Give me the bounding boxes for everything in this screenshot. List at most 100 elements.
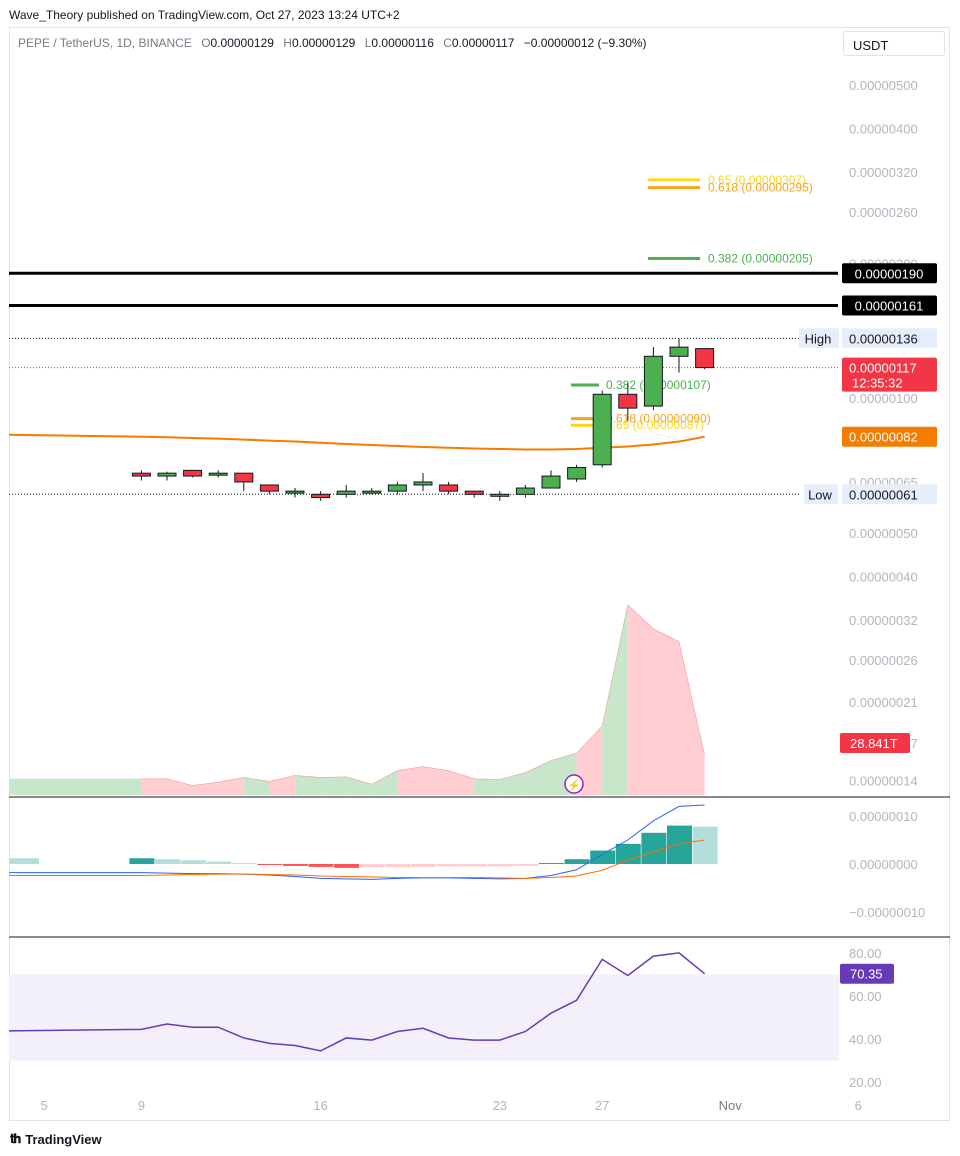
macd-histogram-bar [667,825,692,864]
volume-segment [602,605,628,795]
candle-up [669,346,689,357]
volume-value: 28.841T [850,736,898,751]
price-axis-tick: 0.00000100 [849,391,918,406]
candle-up [490,493,510,497]
candle-down [618,393,638,409]
fib-level-label: 0.65 (0.00000307) [708,173,806,187]
resistance-label: 0.00000161 [855,298,924,313]
volume-segment [9,778,142,795]
rsi-band [9,974,839,1061]
symbol-name[interactable]: PEPE / TetherUS, 1D, BINANCE [18,36,192,50]
candle-down [234,472,254,483]
rsi-axis-tick: 40.00 [849,1032,882,1047]
volume-segment [243,777,270,795]
candle-down [695,348,715,369]
macd-axis-tick: 0.00000010 [849,809,918,824]
rsi-axis-tick: 20.00 [849,1075,882,1090]
candle-down [259,484,279,492]
time-axis-tick: 16 [313,1098,327,1113]
tradingview-logo[interactable]: 𝐭𝐡 TradingView [10,1131,102,1147]
lightning-glyph: ⚡ [567,779,581,792]
ema-value: 0.00000082 [849,430,918,445]
volume-outline [141,604,705,786]
price-axis-tick: 0.00000032 [849,613,918,628]
price-axis-tick: 0.00000040 [849,569,918,584]
price-axis-tick: 0.00000050 [849,526,918,541]
price-axis-tick: 0.00000320 [849,165,918,180]
close-value: 0.00000117 [451,36,515,50]
bar-countdown: 12:35:32 [852,376,903,391]
high-label: High [805,331,832,346]
volume-segment [679,641,705,795]
tradingview-logo-icon: 𝐭𝐡 [10,1131,21,1146]
candle-up [285,490,305,494]
time-axis-tick: Nov [719,1098,743,1113]
candle-up [387,484,407,492]
candle-down [464,490,484,495]
rsi-axis-tick: 80.00 [849,946,882,961]
macd-histogram-bar [283,864,308,866]
candle-up [567,467,587,480]
time-axis-tick: 6 [855,1098,862,1113]
macd-histogram-bar [257,864,283,865]
candle-down [311,493,331,499]
ema-value-tag [842,426,937,447]
macd-histogram-bar [180,860,206,864]
volume-segment [653,628,679,795]
macd-axis-tick: 0.00000000 [849,857,918,872]
price-axis-tick: 0.00000026 [849,653,918,668]
macd-histogram-bar [513,864,539,866]
macd-histogram-bar [231,863,257,865]
resistance-tag [842,263,937,284]
time-axis-tick: 9 [138,1098,145,1113]
candle-up [515,487,535,495]
macd-histogram-bar [564,859,590,864]
currency-button[interactable]: USDT [843,31,945,56]
time-axis-tick: 27 [595,1098,609,1113]
high-value: 0.00000136 [849,331,918,346]
volume-segment [423,766,449,795]
volume-segment [525,760,551,795]
volume-segment [397,766,423,795]
candle-down [183,469,203,477]
volume-segment [474,778,500,795]
price-axis-tick: 0.00000260 [849,205,918,220]
volume-segment [627,605,654,795]
price-axis-tick: 0.00000400 [849,121,918,136]
symbol-legend: PEPE / TetherUS, 1D, BINANCE O0.00000129… [18,36,647,50]
macd-histogram-bar [359,864,385,868]
candle-down [131,472,151,477]
macd-histogram-bar [411,864,436,867]
candle-down [439,484,459,492]
macd-histogram-bar [334,864,360,868]
macd-line [9,804,705,880]
macd-histogram-bar [487,864,513,867]
macd-histogram-bar [129,858,155,864]
volume-segment [448,770,475,795]
volume-segment [218,777,244,795]
macd-axis-tick: −0.00000010 [849,905,925,920]
fib-level-label: 0.618 (0.00000090) [606,412,711,426]
macd-histogram-bar [385,864,411,868]
volume-tag [840,733,910,753]
candle-up [541,475,561,489]
fib-level-label: 0.618 (0.00000295) [708,181,813,195]
price-axis-tick: 0.00000500 [849,78,918,93]
macd-histogram-bar [9,858,39,864]
rsi-axis-tick: 60.00 [849,989,882,1004]
candle-up [643,355,663,407]
low-tag [804,484,838,505]
candle-up [208,472,228,476]
low-label: Low [808,487,832,502]
resistance-label: 0.00000190 [855,266,924,281]
fib-level-label: 0.65 (0.00000087) [606,418,704,432]
candle-up [413,481,433,486]
high-value: 0.00000129 [291,36,356,50]
volume-segment [295,775,321,795]
change-value: −0.00000012 (−9.30%) [523,36,647,50]
macd-histogram-bar [308,864,334,867]
low-value: 0.00000061 [849,487,918,502]
volume-segment [346,776,372,795]
volume-segment [499,772,526,795]
